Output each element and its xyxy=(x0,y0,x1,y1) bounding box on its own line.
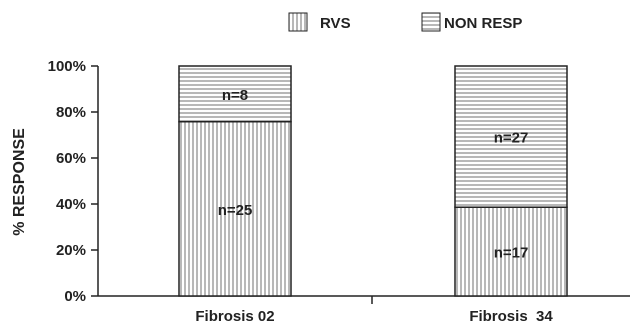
y-tick-label: 40% xyxy=(56,196,86,213)
legend-label-non-resp: NON RESP xyxy=(444,15,522,32)
y-tick-label: 100% xyxy=(48,58,86,75)
y-tick-label: 60% xyxy=(56,150,86,167)
y-axis-title: % RESPONSE xyxy=(11,128,28,236)
x-axis-ticks: Fibrosis 02 Fibrosis 34 xyxy=(195,308,553,325)
bar-segment-non-resp xyxy=(178,65,292,123)
y-tick-label: 20% xyxy=(56,242,86,259)
bar-segment-rvs xyxy=(178,120,292,297)
bar-segment-non-resp xyxy=(454,65,568,208)
x-tick-label: Fibrosis 34 xyxy=(469,308,553,325)
legend-label-rvs: RVS xyxy=(320,15,351,32)
bar-segment-rvs xyxy=(454,206,568,297)
x-tick-label: Fibrosis 02 xyxy=(195,308,274,325)
y-tick-label: 0% xyxy=(64,288,86,305)
data-label: n=8 xyxy=(222,87,248,104)
y-axis-ticks: 0% 20% 40% 60% 80% 100% xyxy=(48,58,98,305)
data-label: n=25 xyxy=(218,202,253,219)
data-label: n=17 xyxy=(494,245,529,262)
data-label: n=27 xyxy=(494,130,529,147)
legend-swatch-non-resp xyxy=(421,12,441,32)
bars: n=25 n=8 n=17 n=27 xyxy=(178,65,568,297)
legend: RVS NON RESP xyxy=(288,12,522,32)
y-tick-label: 80% xyxy=(56,104,86,121)
legend-swatch-rvs xyxy=(288,12,308,32)
